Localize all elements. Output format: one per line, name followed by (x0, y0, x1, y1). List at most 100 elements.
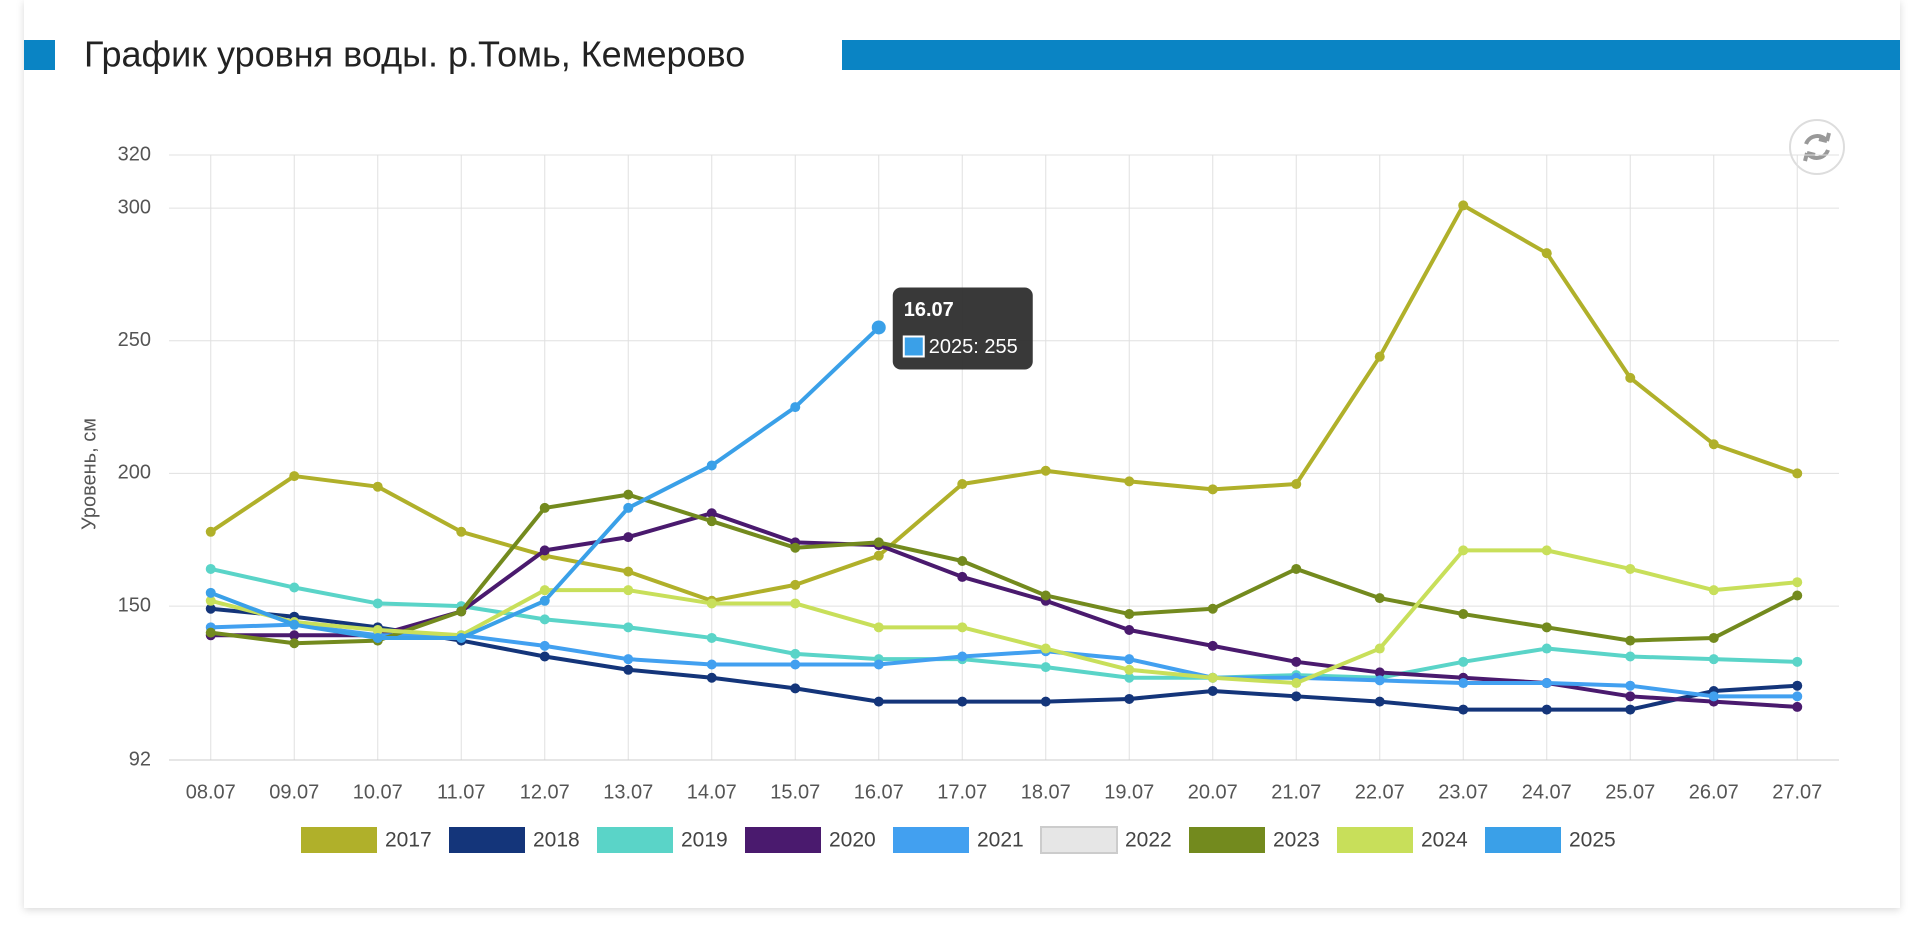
legend-label: 2020 (829, 829, 876, 852)
reset-icon[interactable] (1803, 132, 1831, 162)
reset-button[interactable] (1789, 119, 1845, 175)
data-point (790, 542, 801, 553)
data-point (1541, 678, 1552, 689)
data-point (1291, 479, 1302, 490)
legend-item[interactable]: 2025 (1485, 827, 1616, 853)
legend-item[interactable]: 2019 (597, 827, 728, 853)
data-point (623, 532, 634, 543)
data-point (706, 508, 717, 519)
x-tick-label: 16.07 (854, 781, 904, 803)
data-point (1374, 696, 1385, 707)
data-point (1040, 590, 1051, 601)
title-marker (24, 40, 55, 70)
data-point (1792, 691, 1803, 702)
series-line (210, 606, 1798, 712)
data-point (205, 587, 216, 598)
data-point (1708, 439, 1719, 450)
legend-label: 2018 (533, 829, 580, 852)
data-point (706, 460, 717, 471)
legend-swatch (1337, 827, 1413, 853)
data-point (205, 627, 216, 638)
x-tick-label: 22.07 (1355, 781, 1405, 803)
legend-item[interactable]: 2020 (745, 827, 876, 853)
data-point (1207, 686, 1218, 697)
data-point (1541, 622, 1552, 633)
data-point (1040, 662, 1051, 673)
data-point (539, 545, 550, 556)
data-point (790, 648, 801, 659)
data-point (623, 654, 634, 665)
highlight-point (871, 320, 886, 335)
data-point (957, 696, 968, 707)
data-point (873, 659, 884, 670)
x-tick-label: 18.07 (1021, 781, 1071, 803)
legend-label: 2024 (1421, 829, 1468, 852)
data-point (623, 622, 634, 633)
data-point (957, 555, 968, 566)
data-point (623, 664, 634, 675)
data-point (456, 606, 467, 617)
x-tick-label: 11.07 (437, 781, 486, 803)
series-line (210, 566, 1798, 680)
data-point (289, 582, 300, 593)
x-tick-label: 19.07 (1104, 781, 1154, 803)
data-point (873, 537, 884, 548)
data-point (372, 632, 383, 643)
data-point (1374, 667, 1385, 678)
x-tick-label: 08.07 (186, 781, 236, 803)
data-point (539, 640, 550, 651)
data-point (539, 614, 550, 625)
reset-circle[interactable] (1789, 119, 1845, 175)
legend-item[interactable]: 2018 (449, 827, 580, 853)
x-tick-label: 14.07 (687, 781, 737, 803)
data-point (1458, 656, 1469, 667)
data-point (456, 632, 467, 643)
data-point (205, 563, 216, 574)
data-point (205, 595, 216, 606)
legend-label: 2021 (977, 829, 1024, 852)
data-point (289, 638, 300, 649)
tooltip-box (892, 287, 1033, 370)
data-point (539, 595, 550, 606)
series-line (210, 548, 1798, 686)
y-tick-label: 250 (118, 329, 151, 351)
legend-item[interactable]: 2022 (1040, 826, 1172, 854)
data-point (706, 672, 717, 683)
x-tick-label: 17.07 (937, 781, 987, 803)
data-point (1291, 656, 1302, 667)
data-point (1124, 609, 1135, 620)
x-tick-label: 27.07 (1772, 781, 1822, 803)
data-point (1458, 678, 1469, 689)
data-point (1124, 476, 1135, 487)
data-point (1541, 704, 1552, 715)
data-point (1291, 563, 1302, 574)
data-point (1625, 651, 1636, 662)
data-point (1625, 704, 1636, 715)
data-point (1124, 654, 1135, 665)
series-line (210, 492, 1799, 646)
data-point (1207, 603, 1218, 614)
legend-label: 2019 (681, 829, 728, 852)
y-tick-label: 300 (118, 196, 151, 218)
data-point (1708, 654, 1719, 665)
legend-item[interactable]: 2024 (1337, 827, 1468, 853)
legend-swatch (597, 827, 673, 853)
data-point (372, 624, 383, 635)
legend-item[interactable]: 2021 (893, 827, 1024, 853)
data-point (790, 402, 801, 413)
y-tick-label: 320 (118, 143, 151, 165)
data-point (1374, 675, 1385, 686)
data-point (706, 516, 717, 527)
data-point (623, 502, 634, 513)
x-tick-label: 25.07 (1605, 781, 1655, 803)
data-point (706, 598, 717, 609)
data-point (1291, 691, 1302, 702)
data-point (1458, 609, 1469, 620)
data-point (873, 696, 884, 707)
data-point (957, 479, 968, 490)
legend-item[interactable]: 2023 (1189, 827, 1320, 853)
legend-swatch (301, 827, 377, 853)
legend-item[interactable]: 2017 (301, 827, 432, 853)
x-tick-label: 13.07 (603, 781, 653, 803)
data-point (1124, 624, 1135, 635)
